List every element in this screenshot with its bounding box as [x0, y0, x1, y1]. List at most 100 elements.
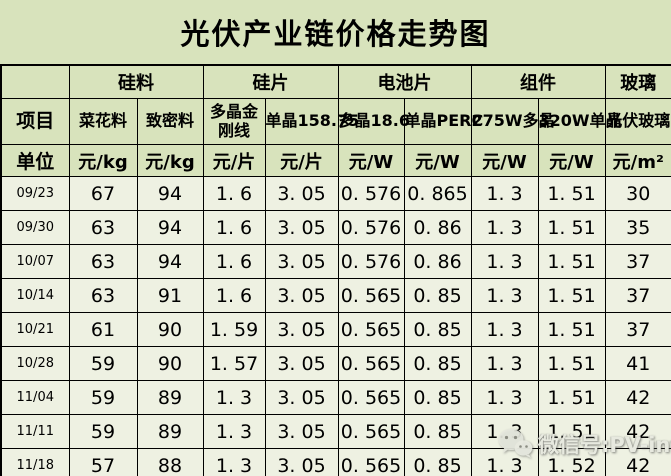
value-cell: 0. 565 — [337, 414, 405, 449]
value-cell: 1. 3 — [202, 414, 266, 449]
value-cell: 1. 3 — [470, 210, 539, 245]
value-cell: 3. 05 — [264, 414, 339, 449]
table-row: 11/18 57 88 1. 3 3. 05 0. 565 0. 85 1. 3 1. 52 42 — [0, 448, 671, 476]
column-header-label: 275W多晶 — [471, 111, 555, 131]
value-cell: 0. 565 — [337, 380, 405, 415]
value-cell: 89 — [136, 380, 204, 415]
value-cell: 0. 85 — [403, 312, 472, 347]
value-cell: 1. 3 — [470, 176, 539, 211]
value-cell: 0. 565 — [337, 448, 405, 476]
value-cell: 1. 52 — [537, 448, 606, 476]
value-cell: 63 — [68, 244, 138, 279]
value-cell: 94 — [136, 244, 204, 279]
column-header: 单晶158.75 — [264, 98, 359, 145]
group-header-row: 硅料 硅片 电池片 组件 玻璃 — [0, 64, 671, 99]
date-cell: 10/14 — [0, 278, 70, 313]
value-cell: 3. 05 — [264, 210, 339, 245]
value-cell: 37 — [604, 312, 671, 347]
value-cell: 0. 565 — [337, 312, 405, 347]
value-cell: 1. 51 — [537, 414, 606, 449]
value-cell: 41 — [604, 346, 671, 381]
table-row: 11/04 59 89 1. 3 3. 05 0. 565 0. 85 1. 3 1. 51 42 — [0, 380, 671, 415]
column-header: 光伏玻璃 — [604, 98, 671, 145]
table-row: 09/30 63 94 1. 6 3. 05 0. 576 0. 86 1. 3 1. 51 35 — [0, 210, 671, 245]
group-header-cell: 电池片 — [337, 64, 472, 99]
table-row: 10/07 63 94 1. 6 3. 05 0. 576 0. 86 1. 3 1. 51 37 — [0, 244, 671, 279]
date-cell: 10/21 — [0, 312, 70, 347]
column-header-label: 单晶PERC — [404, 111, 484, 131]
value-cell: 0. 576 — [337, 176, 405, 211]
column-header-label: 单晶158.75 — [265, 111, 360, 131]
value-cell: 0. 85 — [403, 448, 472, 476]
column-header-label: 多晶18.6 — [338, 111, 410, 131]
value-cell: 1. 6 — [202, 244, 266, 279]
unit-cell: 元/W — [470, 144, 539, 177]
value-cell: 0. 85 — [403, 346, 472, 381]
value-cell: 42 — [604, 380, 671, 415]
value-cell: 63 — [68, 210, 138, 245]
value-cell: 1. 51 — [537, 278, 606, 313]
table-row: 11/11 59 89 1. 3 3. 05 0. 565 0. 85 1. 3 1. 51 42 — [0, 414, 671, 449]
value-cell: 0. 576 — [337, 210, 405, 245]
unit-cell: 元/W — [537, 144, 606, 177]
date-cell: 10/28 — [0, 346, 70, 381]
column-header: 275W多晶 — [470, 98, 555, 145]
value-cell: 94 — [136, 210, 204, 245]
value-cell: 0. 85 — [403, 278, 472, 313]
value-cell: 90 — [136, 312, 204, 347]
value-cell: 1. 51 — [537, 210, 606, 245]
value-cell: 0. 565 — [337, 346, 405, 381]
item-header-row: 项目 菜花料 致密料 多晶金刚线 单晶158.75 多晶18.6 单晶PERC … — [0, 98, 671, 145]
value-cell: 1. 51 — [537, 244, 606, 279]
unit-cell: 元/m² — [604, 144, 671, 177]
unit-cell: 元/W — [337, 144, 405, 177]
value-cell: 0. 86 — [403, 210, 472, 245]
value-cell: 91 — [136, 278, 204, 313]
value-cell: 1. 3 — [470, 414, 539, 449]
value-cell: 1. 3 — [470, 312, 539, 347]
value-cell: 89 — [136, 414, 204, 449]
value-cell: 90 — [136, 346, 204, 381]
table-body: 09/23 67 94 1. 6 3. 05 0. 576 0. 865 1. 3 1. 51 3… — [0, 176, 671, 476]
unit-cell: 元/kg — [68, 144, 138, 177]
value-cell: 0. 85 — [403, 380, 472, 415]
table-row: 10/21 61 90 1. 59 3. 05 0. 565 0. 85 1. 3 1. 51 3… — [0, 312, 671, 347]
table-row: 10/28 59 90 1. 57 3. 05 0. 565 0. 85 1. 3 1. 51 4… — [0, 346, 671, 381]
value-cell: 1. 57 — [202, 346, 266, 381]
value-cell: 0. 565 — [337, 278, 405, 313]
column-header: 多晶金刚线 — [202, 98, 266, 145]
column-header: 多晶18.6 — [337, 98, 410, 145]
value-cell: 61 — [68, 312, 138, 347]
value-cell: 1. 51 — [537, 380, 606, 415]
value-cell: 1. 6 — [202, 278, 266, 313]
page-title: 光伏产业链价格走势图 — [180, 17, 491, 51]
value-cell: 1. 3 — [470, 346, 539, 381]
value-cell: 35 — [604, 210, 671, 245]
date-cell: 11/04 — [0, 380, 70, 415]
group-header-glass: 玻璃 — [604, 64, 671, 99]
value-cell: 1. 3 — [470, 380, 539, 415]
unit-cell: 元/片 — [264, 144, 339, 177]
column-header-label: 320W单晶 — [538, 111, 622, 131]
value-cell: 59 — [68, 414, 138, 449]
value-cell: 37 — [604, 244, 671, 279]
value-cell: 3. 05 — [264, 312, 339, 347]
value-cell: 1. 6 — [202, 176, 266, 211]
corner-label-cell: 项目 — [0, 98, 70, 145]
date-cell: 11/11 — [0, 414, 70, 449]
value-cell: 59 — [68, 346, 138, 381]
value-cell: 88 — [136, 448, 204, 476]
value-cell: 30 — [604, 176, 671, 211]
value-cell: 57 — [68, 448, 138, 476]
group-header-wafer: 硅片 — [202, 64, 339, 99]
value-cell: 3. 05 — [264, 448, 339, 476]
value-cell: 1. 3 — [470, 278, 539, 313]
value-cell: 3. 05 — [264, 176, 339, 211]
value-cell: 94 — [136, 176, 204, 211]
date-cell: 10/07 — [0, 244, 70, 279]
value-cell: 1. 3 — [470, 448, 539, 476]
unit-cell: 元/kg — [136, 144, 204, 177]
value-cell: 1. 3 — [202, 448, 266, 476]
unit-cell: 元/W — [403, 144, 472, 177]
